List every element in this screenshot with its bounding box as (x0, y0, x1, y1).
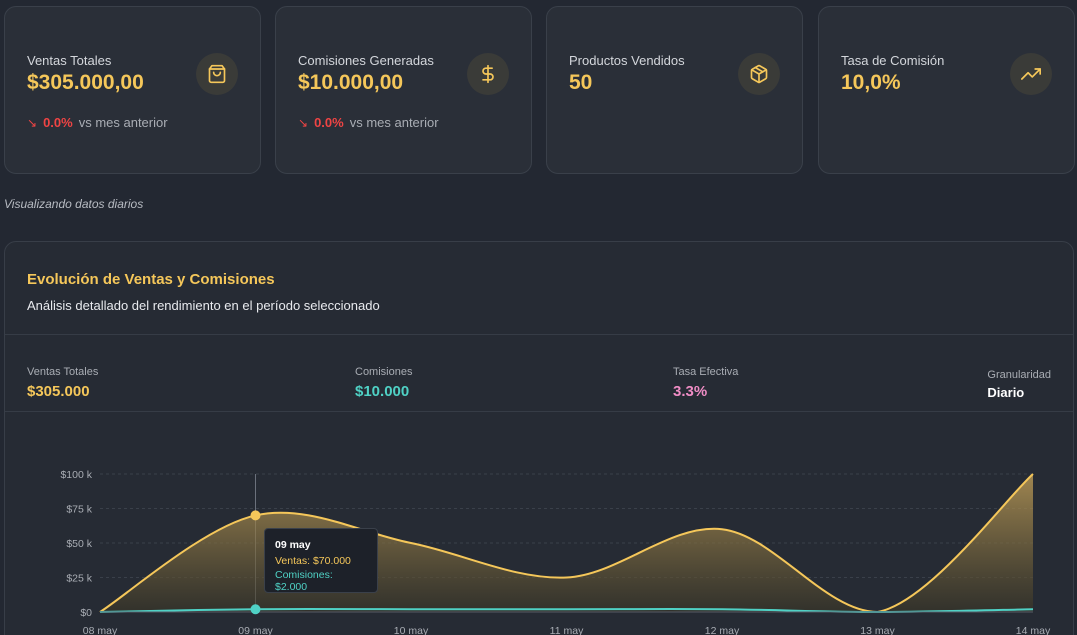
comisiones-active-point[interactable] (250, 604, 261, 615)
kpi-card-tasa: Tasa de Comisión 10,0% (818, 6, 1075, 174)
divider (5, 334, 1073, 335)
change-indicator: ↘ 0.0% vs mes anterior (27, 115, 168, 130)
package-icon (738, 53, 780, 95)
x-tick-label: 08 may (83, 625, 118, 635)
card-value: 50 (569, 71, 593, 94)
change-text: vs mes anterior (78, 115, 168, 130)
y-tick-label: $25 k (66, 573, 92, 585)
divider (5, 411, 1073, 412)
stat-label: Comisiones (355, 366, 413, 378)
card-value: $305.000,00 (27, 71, 144, 94)
stat-value: $305.000 (27, 383, 90, 400)
arrow-down-right-icon: ↘ (27, 115, 38, 130)
stat-label: Ventas Totales (27, 366, 99, 378)
card-value: 10,0% (841, 71, 901, 94)
stat-value: Diario (987, 385, 1025, 400)
change-percent: 0.0% (314, 115, 344, 130)
y-tick-label: $100 k (60, 469, 92, 481)
y-tick-label: $50 k (66, 538, 92, 550)
card-label: Productos Vendidos (569, 53, 685, 68)
y-tick-label: $0 (80, 607, 92, 619)
granularity-note: Visualizando datos diarios (4, 197, 144, 211)
x-tick-label: 11 may (550, 625, 584, 635)
stat-tasa: Tasa Efectiva 3.3% (673, 366, 738, 400)
tooltip-comisiones: Comisiones: $2.000 (275, 569, 333, 593)
trending-up-icon (1010, 53, 1052, 95)
stat-label: Granularidad (987, 369, 1051, 381)
x-tick-label: 09 may (238, 625, 273, 635)
card-label: Tasa de Comisión (841, 53, 945, 68)
chart-tooltip: 09 may Ventas: $70.000 Comisiones: $2.00… (264, 528, 378, 593)
kpi-card-ventas: Ventas Totales $305.000,00 ↘ 0.0% vs mes… (4, 6, 261, 174)
card-label: Ventas Totales (27, 53, 112, 68)
stat-comisiones: Comisiones $10.000 (355, 366, 412, 400)
arrow-down-right-icon: ↘ (298, 115, 309, 130)
tooltip-ventas: Ventas: $70.000 (275, 555, 351, 567)
shopping-bag-icon (196, 53, 238, 95)
x-tick-label: 13 may (860, 625, 895, 635)
kpi-card-comisiones: Comisiones Generadas $10.000,00 ↘ 0.0% v… (275, 6, 532, 174)
card-label: Comisiones Generadas (298, 53, 434, 68)
x-tick-label: 10 may (394, 625, 429, 635)
x-tick-label: 14 may (1016, 625, 1051, 635)
stat-value: $10.000 (355, 383, 410, 400)
stat-value: 3.3% (673, 383, 708, 400)
x-tick-label: 12 may (705, 625, 740, 635)
change-percent: 0.0% (43, 115, 73, 130)
card-value: $10.000,00 (298, 71, 404, 94)
y-tick-label: $75 k (66, 504, 92, 516)
stat-ventas: Ventas Totales $305.000 (27, 366, 98, 400)
stat-label: Tasa Efectiva (673, 366, 739, 378)
panel-description: Análisis detallado del rendimiento en el… (27, 298, 380, 313)
tooltip-date: 09 may (275, 539, 311, 551)
stat-granularidad: Granularidad Diario (987, 369, 1051, 400)
ventas-active-point[interactable] (250, 510, 261, 521)
change-indicator: ↘ 0.0% vs mes anterior (298, 115, 439, 130)
kpi-card-productos: Productos Vendidos 50 (546, 6, 803, 174)
panel-title: Evolución de Ventas y Comisiones (27, 271, 275, 288)
dollar-icon (467, 53, 509, 95)
change-text: vs mes anterior (349, 115, 439, 130)
